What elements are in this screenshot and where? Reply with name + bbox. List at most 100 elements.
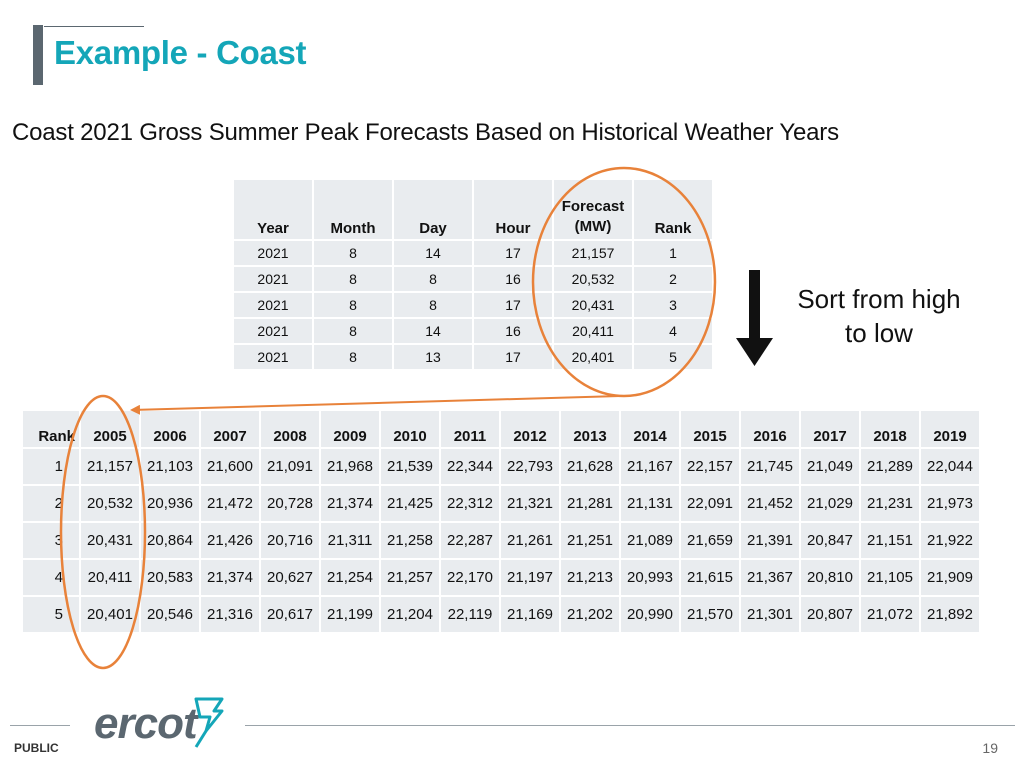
2005-column-highlight-ellipse [59,394,147,670]
ranking-value-cell: 21,157 [81,449,139,484]
ranking-value-cell: 20,990 [621,597,679,632]
ranking-value-cell: 21,169 [501,597,559,632]
footer-classification: PUBLIC [14,741,59,755]
forecast-header-day: Day [394,180,472,239]
forecast-header-rank: Rank [634,180,712,239]
ranking-header-year: 2014 [621,411,679,447]
ercot-logo: ercot [94,699,198,748]
forecast-cell: 2021 [234,241,312,265]
forecast-column-highlight-ellipse [531,166,717,398]
ranking-value-cell: 21,072 [861,597,919,632]
forecast-cell: 20,411 [554,319,632,343]
ranking-header-year: 2013 [561,411,619,447]
ranking-value-cell: 21,600 [201,449,259,484]
link-arrow [130,395,621,415]
ranking-value-cell: 21,472 [201,486,259,521]
ranking-value-cell: 20,807 [801,597,859,632]
ranking-value-cell: 20,627 [261,560,319,595]
ranking-table-body: 1 21,157 21,103 21,600 21,091 21,968 21,539 22,… [23,449,979,632]
sort-note-line-1: Sort from high [797,284,961,314]
forecast-cell: 8 [394,293,472,317]
ranking-value-cell: 20,716 [261,523,319,558]
forecast-cell: 3 [634,293,712,317]
ranking-value-cell: 21,029 [801,486,859,521]
ranking-value-cell: 21,539 [381,449,439,484]
ranking-header-year: 2006 [141,411,199,447]
ranking-header-year: 2016 [741,411,799,447]
forecast-header-year: Year [234,180,312,239]
ranking-value-cell: 21,301 [741,597,799,632]
ranking-table-row: 4 20,411 20,583 21,374 20,627 21,254 21,257 22,… [23,560,979,595]
ranking-value-cell: 21,257 [381,560,439,595]
ranking-rank-cell: 4 [23,560,79,595]
ranking-value-cell: 21,426 [201,523,259,558]
ranking-value-cell: 20,411 [81,560,139,595]
ranking-value-cell: 20,583 [141,560,199,595]
title-accent-bar [33,25,43,85]
ranking-value-cell: 21,745 [741,449,799,484]
ranking-rank-cell: 2 [23,486,79,521]
forecast-table-row: 2021 8 8 16 20,532 2 [234,267,712,291]
forecast-cell: 20,431 [554,293,632,317]
ranking-value-cell: 20,431 [81,523,139,558]
ranking-value-cell: 21,425 [381,486,439,521]
ranking-table: Rank 2005 2006 2007 2008 2009 2010 2011 2012 2013… [21,409,981,634]
ranking-value-cell: 22,119 [441,597,499,632]
ranking-header-year: 2008 [261,411,319,447]
ranking-table-row: 5 20,401 20,546 21,316 20,617 21,199 21,204 22,… [23,597,979,632]
ranking-value-cell: 21,922 [921,523,979,558]
ranking-value-cell: 21,197 [501,560,559,595]
ranking-value-cell: 21,570 [681,597,739,632]
forecast-cell: 17 [474,293,552,317]
ranking-table-row: 1 21,157 21,103 21,600 21,091 21,968 21,539 22,… [23,449,979,484]
ranking-value-cell: 21,321 [501,486,559,521]
ranking-value-cell: 21,973 [921,486,979,521]
forecast-table-row: 2021 8 8 17 20,431 3 [234,293,712,317]
forecast-cell: 13 [394,345,472,369]
forecast-table-header-row: Year Month Day Hour Forecast (MW) Rank [234,180,712,239]
ranking-value-cell: 21,151 [861,523,919,558]
ranking-table-row: 3 20,431 20,864 21,426 20,716 21,311 21,258 22,… [23,523,979,558]
ranking-value-cell: 21,391 [741,523,799,558]
ranking-value-cell: 21,909 [921,560,979,595]
ranking-value-cell: 22,170 [441,560,499,595]
forecast-cell: 2021 [234,319,312,343]
ranking-value-cell: 21,374 [201,560,259,595]
forecast-cell: 2021 [234,345,312,369]
ranking-value-cell: 21,089 [621,523,679,558]
ranking-value-cell: 21,131 [621,486,679,521]
forecast-cell: 8 [314,319,392,343]
ranking-header-year: 2010 [381,411,439,447]
ranking-value-cell: 20,864 [141,523,199,558]
forecast-table-body: 2021 8 14 17 21,157 1 2021 8 8 16 20,532 2 2021 8 8 17 2… [234,241,712,369]
sort-note: Sort from high to low [780,282,978,350]
ranking-value-cell: 21,213 [561,560,619,595]
forecast-cell: 8 [314,241,392,265]
ranking-value-cell: 21,659 [681,523,739,558]
ranking-rank-cell: 3 [23,523,79,558]
ranking-value-cell: 20,810 [801,560,859,595]
ranking-value-cell: 21,167 [621,449,679,484]
ranking-value-cell: 21,892 [921,597,979,632]
ranking-value-cell: 21,231 [861,486,919,521]
forecast-cell: 20,532 [554,267,632,291]
ranking-header-year: 2011 [441,411,499,447]
ranking-value-cell: 22,157 [681,449,739,484]
ranking-value-cell: 20,993 [621,560,679,595]
sort-note-line-2: to low [845,318,913,348]
ranking-value-cell: 20,532 [81,486,139,521]
forecast-cell: 8 [314,267,392,291]
ranking-value-cell: 21,199 [321,597,379,632]
ranking-header-year: 2019 [921,411,979,447]
ranking-value-cell: 21,289 [861,449,919,484]
ranking-value-cell: 22,793 [501,449,559,484]
ranking-value-cell: 21,105 [861,560,919,595]
slide-subtitle: Coast 2021 Gross Summer Peak Forecasts B… [12,119,839,146]
ranking-value-cell: 21,261 [501,523,559,558]
forecast-header-hour: Hour [474,180,552,239]
ranking-header-year: 2007 [201,411,259,447]
ranking-header-rank: Rank [23,411,79,447]
ranking-table-row: 2 20,532 20,936 21,472 20,728 21,374 21,425 22,… [23,486,979,521]
forecast-cell: 16 [474,267,552,291]
ranking-header-year: 2018 [861,411,919,447]
